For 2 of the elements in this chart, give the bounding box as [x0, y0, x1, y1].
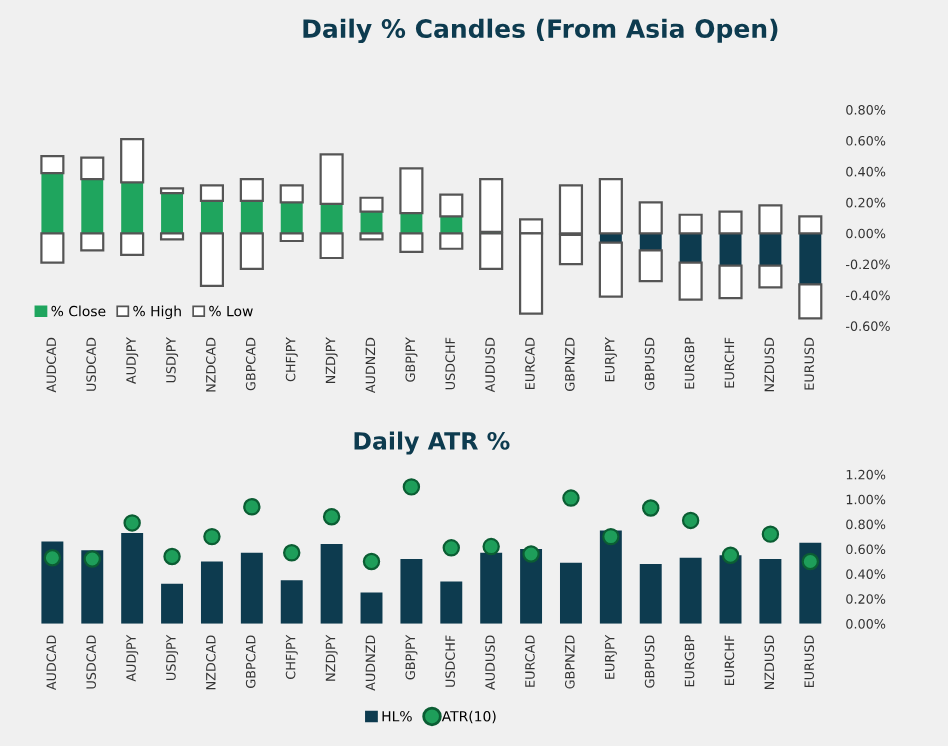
- chart-title: Daily % Candles (From Asia Open): [303, 18, 778, 44]
- chart-title: Daily ATR %: [354, 431, 510, 455]
